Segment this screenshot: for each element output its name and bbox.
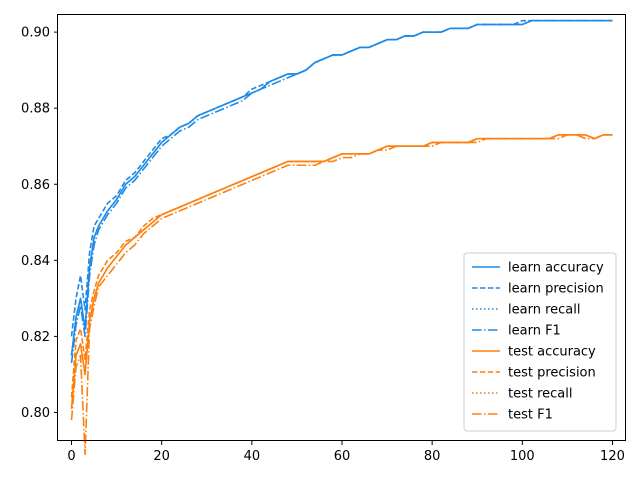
legend-label: learn F1 [508,324,561,339]
plot-frame [57,14,626,441]
y-tick-label: 0.82 [21,330,50,345]
legend-label: test recall [508,387,573,402]
legend-box [463,252,617,432]
x-tick-label: 60 [334,449,351,464]
y-tick-label: 0.88 [21,102,50,117]
x-tick-label: 80 [424,449,441,464]
y-tick-label: 0.90 [21,26,50,41]
y-tick-label: 0.86 [21,178,50,193]
legend: learn accuracy learn precision learn recal… [463,252,617,432]
legend-label: test F1 [508,408,553,423]
legend-label: learn recall [508,303,580,318]
x-tick-label: 120 [600,449,625,464]
series-line-test-recall [70,134,613,409]
x-tick-label: 100 [510,449,535,464]
legend-label: test accuracy [508,345,596,360]
series-line-learn-f1 [70,19,613,364]
x-axis: 0 20 40 60 80 100 120 [67,441,625,464]
series-line-learn-precision [70,19,613,337]
y-tick-label: 0.84 [21,254,50,269]
legend-label: learn precision [508,282,604,297]
legend-label: learn accuracy [508,261,604,276]
y-axis: 0.80 0.82 0.84 0.86 0.88 0.90 [21,26,58,421]
legend-label: test precision [508,366,596,381]
x-tick-label: 40 [244,449,261,464]
y-tick-label: 0.80 [21,406,50,421]
series-line-test-f1 [70,134,613,456]
x-tick-label: 20 [153,449,170,464]
x-tick-label: 0 [67,449,75,464]
